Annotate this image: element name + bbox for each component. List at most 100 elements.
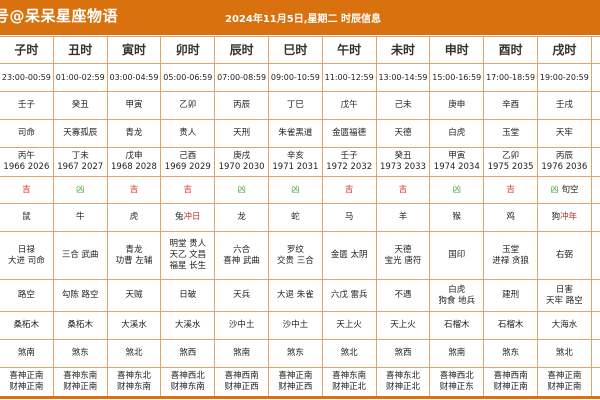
god-directions-line: 财神正西 (224, 382, 259, 392)
cell-lucky-stars: 玉堂 进禄 贪狼 (483, 231, 538, 280)
cell-luck: 凶 旬空 (536, 176, 592, 204)
zodiac-label: 鸡 (506, 212, 515, 222)
cell-god-directions: 喜神西北 财神正东 (429, 367, 485, 399)
luck-label: 吉 (22, 184, 31, 195)
hour-time-range-label: 03:00-04:59 (109, 73, 159, 82)
cell-ganzhi: 戊午 (321, 91, 377, 120)
nayin-label: 天上火 (390, 320, 416, 330)
unlucky-stars-line: 天牢 路空 (546, 295, 583, 306)
cell-zodiac: 龙 (214, 203, 269, 232)
clash-year-line: 1972 2032 (326, 162, 373, 172)
zodiac-label: 牛 (75, 212, 85, 222)
god-directions-line: 喜神正南 (278, 371, 313, 381)
cell-zodiac: 狗冲年 (536, 203, 592, 232)
unlucky-stars-line: 日破 (179, 290, 197, 300)
god-directions-line: 财神正东 (439, 382, 474, 392)
cell-hour-name: 未时 (375, 36, 431, 64)
luck-label: 凶 (452, 184, 462, 195)
clash-year-line: 丙辰 (555, 151, 573, 161)
cell-hour-name: 寅时 (106, 36, 162, 64)
sha-direction-label: 煞东 (286, 348, 304, 358)
cell-cut-off (590, 203, 600, 232)
unlucky-stars-line: 不遇 (394, 290, 412, 300)
sha-direction-label: 煞东 (502, 348, 520, 358)
cell-luck: 吉 (321, 176, 377, 204)
sha-direction-label: 煞南 (17, 348, 35, 358)
clash-year-line: 1973 2033 (379, 162, 426, 172)
duty-god-label: 天德 (394, 128, 412, 138)
ganzhi-label: 癸丑 (71, 100, 89, 110)
cell-sha-direction: 煞北 (536, 339, 592, 368)
cell-nayin: 桑柘木 (0, 311, 54, 340)
row-sha-direction: 煞南 煞东 煞北 煞西 煞南 煞东 煞北 煞西 煞南 煞东 煞北 (0, 339, 600, 368)
cell-god-directions: 喜神西北 财神东南 (160, 367, 216, 399)
sha-direction-label: 煞南 (448, 348, 466, 358)
row-duty-god: 司命 天寡孤辰 青龙 贵人 天刑 朱雀黑道 金匮福德 天德 白虎 玉堂 天牢 (0, 119, 600, 148)
cell-hour-time-range: 23:00-00:59 (0, 63, 54, 92)
hour-time-range-label: 23:00-00:59 (1, 73, 51, 82)
clash-year-line: 1975 2035 (487, 162, 534, 172)
sha-direction-label: 煞北 (555, 348, 573, 358)
cell-cut-off (590, 279, 600, 312)
cell-nayin: 沙中土 (267, 311, 323, 340)
cell-hour-name: 戌时 (536, 36, 592, 64)
god-directions-line: 财神东南 (116, 382, 151, 392)
row-ganzhi: 壬子 癸丑 甲寅 乙卯 丙辰 丁巳 戊午 己未 庚申 辛酉 壬戌 (0, 91, 600, 120)
zodiac-label: 狗 (551, 212, 561, 222)
cell-lucky-stars: 三合 武曲 (52, 231, 108, 280)
cell-ganzhi: 甲寅 (106, 91, 162, 120)
clash-year-line: 乙卯 (502, 151, 520, 161)
cell-luck: 凶 (429, 176, 485, 204)
cell-duty-god: 朱雀黑道 (267, 119, 323, 148)
ganzhi-label: 庚申 (448, 100, 466, 110)
nayin-label: 大溪水 (175, 320, 201, 330)
cell-sha-direction: 煞西 (375, 339, 431, 368)
lucky-stars-line: 青龙 (125, 244, 143, 255)
ganzhi-label: 壬子 (17, 100, 35, 110)
lucky-stars-line: 功曹 左辅 (115, 255, 153, 266)
row-zodiac: 鼠 牛 虎 兔冲日 龙 蛇 马 羊 猴 鸡 狗冲年 (0, 203, 600, 232)
page-header: 号@呆呆星座物语 2024年11月5日,星期二 时辰信息 (0, 0, 600, 35)
god-directions-line: 喜神东北 (116, 371, 151, 381)
luck-label: 吉 (398, 184, 408, 195)
duty-god-label: 天刑 (233, 128, 251, 138)
row-luck: 吉 凶 吉 吉 凶 凶 吉 吉 凶 吉 凶 旬空 (0, 176, 600, 204)
lucky-stars-line: 福星 长生 (169, 261, 207, 271)
cell-unlucky-stars: 天兵 (214, 279, 269, 312)
cell-nayin: 大溪水 (106, 311, 162, 340)
hour-name-label: 子时 (14, 42, 39, 57)
cell-clash-year: 庚戌 1970 2030 (214, 147, 269, 177)
luck-label: 吉 (344, 184, 354, 195)
cell-clash-year: 己酉 1969 2029 (160, 147, 216, 177)
zodiac-label: 马 (344, 212, 354, 222)
god-directions-line: 喜神西北 (170, 371, 205, 381)
cell-hour-name: 丑时 (52, 36, 108, 64)
sha-direction-label: 煞北 (125, 348, 143, 358)
zodiac-label: 龙 (237, 212, 246, 222)
cell-unlucky-stars: 日害 天牢 路空 (536, 279, 592, 312)
god-directions-line: 喜神东北 (385, 371, 420, 381)
hour-time-range-label: 09:00-10:59 (270, 73, 320, 82)
page-title: 2024年11月5日,星期二 时辰信息 (225, 14, 381, 25)
cell-ganzhi: 丁巳 (267, 91, 323, 120)
cell-ganzhi: 丙辰 (214, 91, 269, 120)
cell-god-directions: 喜神东南 财神正北 (321, 367, 377, 399)
cell-lucky-stars: 国印 (429, 231, 485, 280)
unlucky-stars-line: 狗食 地兵 (438, 295, 476, 306)
cell-nayin: 石榴木 (429, 311, 485, 340)
luck-label: 凶 (550, 184, 559, 195)
cell-hour-time-range: 13:00-14:59 (375, 63, 431, 92)
cell-zodiac: 兔冲日 (160, 203, 216, 232)
lucky-stars-line: 交贵 三合 (277, 255, 314, 266)
clash-year-line: 1970 2030 (218, 162, 265, 172)
hour-name-label: 卯时 (175, 42, 200, 57)
ganzhi-label: 己未 (394, 100, 412, 110)
lucky-stars-line: 右弼 (555, 250, 573, 260)
clash-year-line: 癸丑 (394, 151, 412, 161)
site-watermark-title: 号@呆呆星座物语 (0, 7, 119, 25)
cell-lucky-stars: 日禄 大进 司命 (0, 231, 54, 280)
cell-hour-name: 子时 (0, 36, 54, 64)
ganzhi-label: 丁巳 (286, 100, 304, 110)
cell-clash-year: 甲寅 1974 2034 (429, 147, 485, 177)
ganzhi-label: 乙卯 (179, 100, 197, 110)
